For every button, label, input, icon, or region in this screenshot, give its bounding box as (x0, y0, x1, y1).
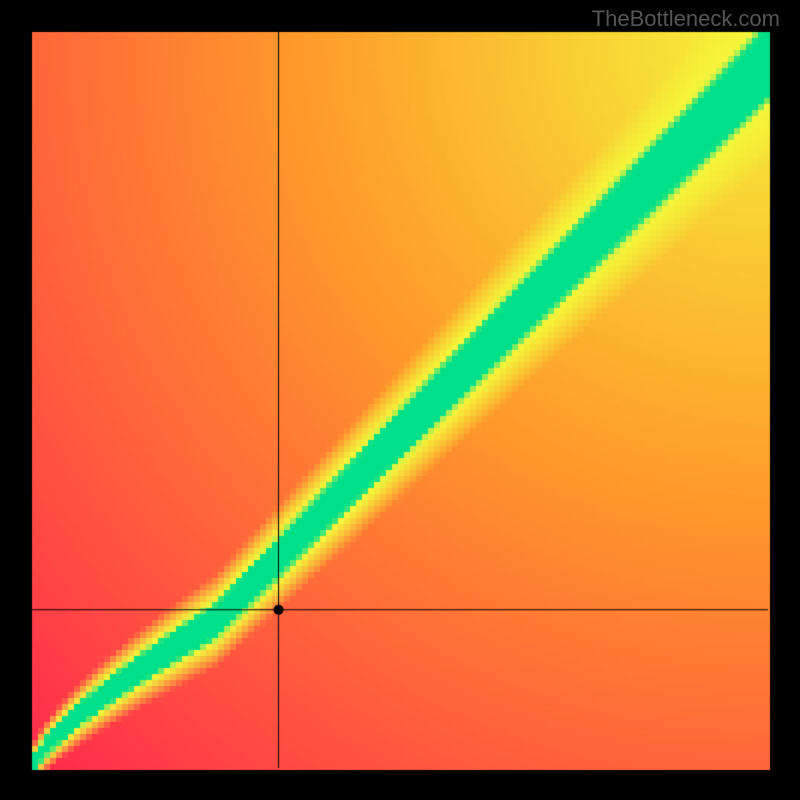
watermark-text: TheBottleneck.com (592, 6, 780, 32)
heatmap-canvas (0, 0, 800, 800)
chart-container: TheBottleneck.com (0, 0, 800, 800)
